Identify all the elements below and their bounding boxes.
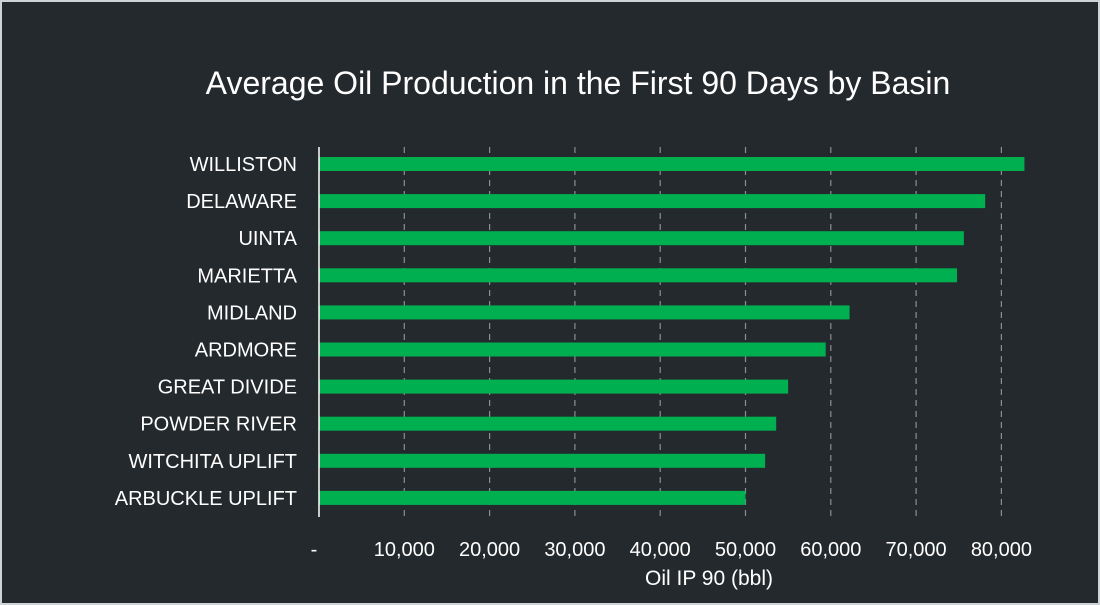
bar (319, 268, 958, 283)
bar (319, 416, 777, 431)
bar (319, 379, 789, 394)
category-label: POWDER RIVER (140, 414, 297, 436)
x-tick-label: 50,000 (715, 539, 776, 561)
x-axis-title: Oil IP 90 (bbl) (645, 567, 773, 590)
bar (319, 157, 1025, 171)
x-tick-label: 20,000 (459, 539, 520, 561)
bar (319, 305, 850, 320)
bar (319, 231, 964, 246)
category-label: DELAWARE (186, 191, 297, 213)
bar (319, 453, 766, 468)
bars (319, 157, 1025, 505)
x-tick-label: 10,000 (374, 539, 435, 561)
category-label: WILLISTON (190, 154, 297, 176)
bar (319, 194, 986, 209)
x-tick-label: - (311, 539, 318, 561)
category-label: ARBUCKLE UPLIFT (115, 488, 297, 510)
category-label: WITCHITA UPLIFT (128, 451, 297, 473)
x-tick-label: 30,000 (544, 539, 605, 561)
x-tick-label: 70,000 (886, 539, 947, 561)
x-tick-label: 80,000 (971, 539, 1032, 561)
category-label: ARDMORE (195, 340, 297, 362)
chart-title: Average Oil Production in the First 90 D… (206, 65, 951, 101)
category-label: GREAT DIVIDE (158, 377, 297, 399)
category-labels: WILLISTON DELAWARE UINTA MARIETTA MIDLAND ARD… (115, 154, 298, 510)
category-label: MARIETTA (197, 265, 297, 287)
x-tick-labels: - 10,000 20,000 30,000 40,000 50,000 60,000 70,… (311, 539, 1032, 561)
bar (319, 342, 826, 357)
category-label: MIDLAND (207, 302, 297, 324)
category-label: UINTA (238, 228, 297, 250)
x-tick-label: 60,000 (800, 539, 861, 561)
x-tick-label: 40,000 (630, 539, 691, 561)
bar (319, 490, 746, 505)
